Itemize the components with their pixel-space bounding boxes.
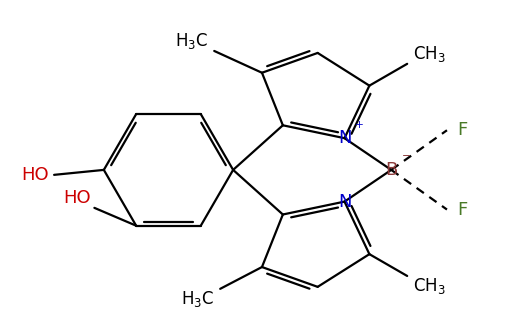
Text: HO: HO — [22, 166, 49, 184]
Text: N: N — [338, 193, 351, 210]
Text: H$_3$C: H$_3$C — [181, 289, 214, 309]
Text: $^+$: $^+$ — [352, 121, 365, 136]
Text: F: F — [457, 201, 467, 219]
Text: $^-$: $^-$ — [399, 153, 411, 167]
Text: H$_3$C: H$_3$C — [175, 31, 208, 51]
Text: B: B — [385, 161, 397, 179]
Text: N: N — [338, 129, 351, 147]
Text: CH$_3$: CH$_3$ — [413, 44, 446, 64]
Text: CH$_3$: CH$_3$ — [413, 276, 446, 296]
Text: F: F — [457, 121, 467, 139]
Text: HO: HO — [63, 189, 91, 207]
